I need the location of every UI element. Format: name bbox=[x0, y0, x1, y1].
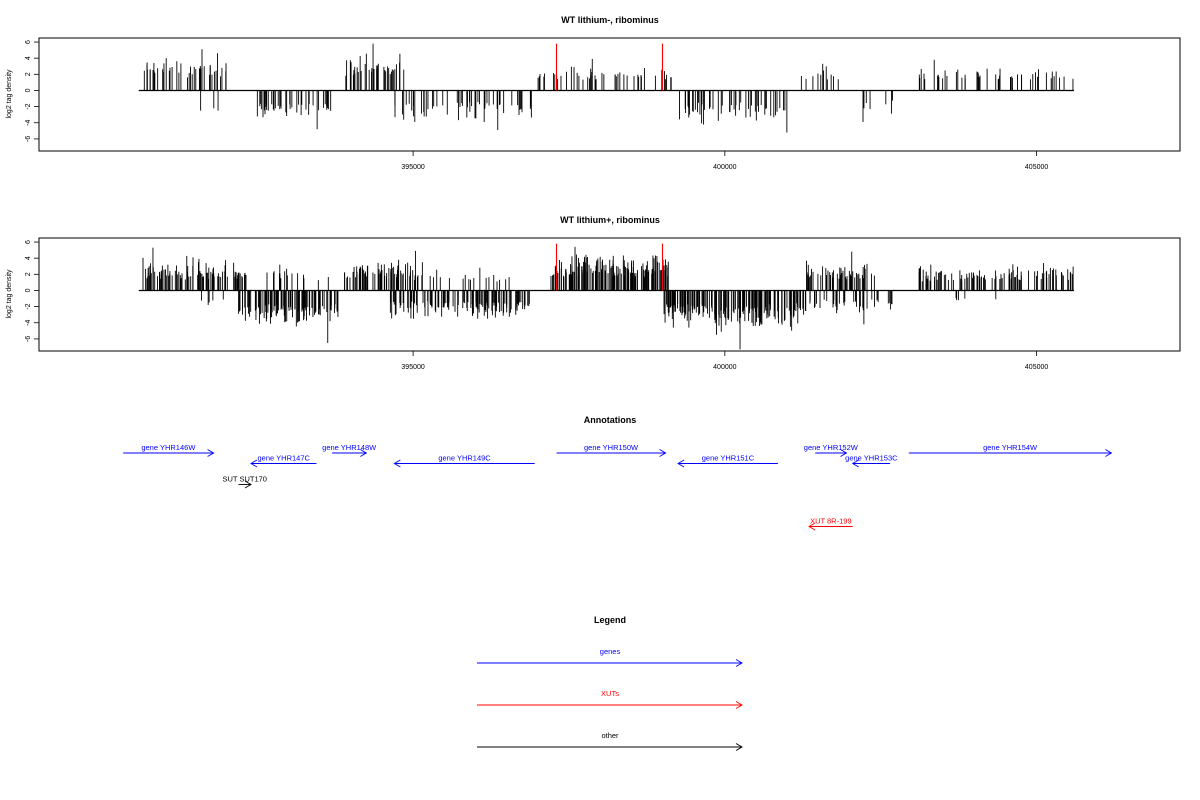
y-tick-label: -2 bbox=[25, 103, 32, 109]
annotation-gene-yhr147c: gene YHR147C bbox=[250, 454, 317, 468]
y-tick-label: 6 bbox=[25, 40, 32, 44]
y-tick-label: 4 bbox=[25, 256, 32, 260]
y-axis-label: log2 tag density bbox=[6, 69, 13, 119]
y-tick-label: -4 bbox=[25, 120, 32, 126]
track-panel-lithium-plus: WT lithium+, ribominus log2 tag density … bbox=[6, 215, 1181, 371]
annotation-label: gene YHR150W bbox=[584, 443, 639, 452]
plot-frame bbox=[38, 37, 1181, 152]
legend-item-genes: genes bbox=[477, 647, 743, 667]
y-axis: 6 4 2 0 -2 -4 -6 bbox=[25, 40, 39, 142]
annotation-label: gene YHR153C bbox=[845, 454, 898, 463]
x-axis: 395000 400000 405000 bbox=[401, 351, 1048, 371]
plot-frame bbox=[38, 237, 1181, 352]
arrow-head-icon bbox=[207, 449, 215, 457]
arrow-head-icon bbox=[735, 701, 743, 709]
arrow-head-icon bbox=[851, 459, 859, 468]
y-tick-label: -4 bbox=[25, 320, 32, 326]
legend-item-xuts: XUTs bbox=[477, 689, 743, 709]
legend-panel: Legend genes XUTs other bbox=[477, 615, 743, 751]
arrow-head-icon bbox=[677, 459, 685, 468]
annotation-label: gene YHR148W bbox=[322, 443, 377, 452]
annotation-label: gene YHR151C bbox=[702, 454, 755, 463]
arrow-head-icon bbox=[735, 659, 743, 667]
annotations-title: Annotations bbox=[584, 415, 637, 425]
track-panel-lithium-minus: WT lithium-, ribominus log2 tag density … bbox=[6, 15, 1181, 171]
x-tick-label: 395000 bbox=[401, 364, 424, 371]
red-markers bbox=[555, 243, 664, 291]
x-tick-label: 405000 bbox=[1025, 364, 1048, 371]
y-axis: 6 4 2 0 -2 -4 -6 bbox=[25, 240, 39, 342]
x-axis: 395000 400000 405000 bbox=[401, 151, 1048, 171]
panel-title: WT lithium+, ribominus bbox=[560, 215, 660, 225]
legend-label: genes bbox=[600, 647, 621, 656]
y-tick-label: -6 bbox=[25, 136, 32, 142]
annotation-label: SUT SUT170 bbox=[223, 475, 267, 484]
y-tick-label: 2 bbox=[25, 272, 32, 276]
x-tick-label: 395000 bbox=[401, 164, 424, 171]
annotation-gene-yhr151c: gene YHR151C bbox=[677, 454, 778, 468]
annotation-gene-yhr153c: gene YHR153C bbox=[845, 454, 898, 468]
annotation-label: gene YHR147C bbox=[258, 454, 311, 463]
annotation-label: gene YHR154W bbox=[983, 443, 1038, 452]
annotation-gene-yhr149c: gene YHR149C bbox=[393, 454, 535, 468]
y-tick-label: -2 bbox=[25, 303, 32, 309]
annotation-label: gene YHR146W bbox=[141, 443, 196, 452]
arrow-head-icon bbox=[735, 743, 743, 751]
annotation-label: gene YHR149C bbox=[438, 454, 491, 463]
y-axis-label: log2 tag density bbox=[6, 269, 13, 319]
arrow-head-icon bbox=[250, 459, 258, 468]
panel-title: WT lithium-, ribominus bbox=[561, 15, 659, 25]
legend-label: other bbox=[601, 731, 619, 740]
arrow-head-icon bbox=[808, 522, 816, 531]
annotation-xut-8r-199: XUT 8R-199 bbox=[808, 517, 853, 531]
density-bars bbox=[138, 246, 1075, 350]
arrow-head-icon bbox=[393, 459, 401, 468]
arrow-head-icon bbox=[244, 480, 252, 489]
arrow-head-icon bbox=[360, 449, 368, 457]
annotation-gene-yhr146w: gene YHR146W bbox=[123, 443, 215, 457]
arrow-head-icon bbox=[840, 449, 848, 457]
y-tick-label: 2 bbox=[25, 72, 32, 76]
annotation-items: gene YHR146W gene YHR147C gene YHR148W gene… bbox=[123, 443, 1113, 531]
y-tick-label: 0 bbox=[25, 288, 32, 292]
annotation-label: gene YHR152W bbox=[804, 443, 859, 452]
arrow-head-icon bbox=[659, 449, 667, 457]
annotation-sut-sut170: SUT SUT170 bbox=[223, 475, 267, 489]
legend-items: genes XUTs other bbox=[477, 647, 743, 751]
arrow-head-icon bbox=[1105, 449, 1113, 457]
density-bars bbox=[138, 43, 1075, 133]
legend-label: XUTs bbox=[601, 689, 619, 698]
legend-title: Legend bbox=[594, 615, 626, 625]
annotation-gene-yhr154w: gene YHR154W bbox=[908, 443, 1113, 457]
y-tick-label: 0 bbox=[25, 88, 32, 92]
y-tick-label: 6 bbox=[25, 240, 32, 244]
annotation-gene-yhr148w: gene YHR148W bbox=[322, 443, 377, 457]
x-tick-label: 405000 bbox=[1025, 164, 1048, 171]
x-tick-label: 400000 bbox=[713, 364, 736, 371]
annotation-gene-yhr150w: gene YHR150W bbox=[556, 443, 667, 457]
red-markers bbox=[555, 43, 664, 91]
y-tick-label: 4 bbox=[25, 56, 32, 60]
annotation-gene-yhr152w: gene YHR152W bbox=[804, 443, 859, 457]
y-tick-label: -6 bbox=[25, 336, 32, 342]
annotation-label: XUT 8R-199 bbox=[810, 517, 852, 526]
x-tick-label: 400000 bbox=[713, 164, 736, 171]
legend-item-other: other bbox=[477, 731, 743, 751]
